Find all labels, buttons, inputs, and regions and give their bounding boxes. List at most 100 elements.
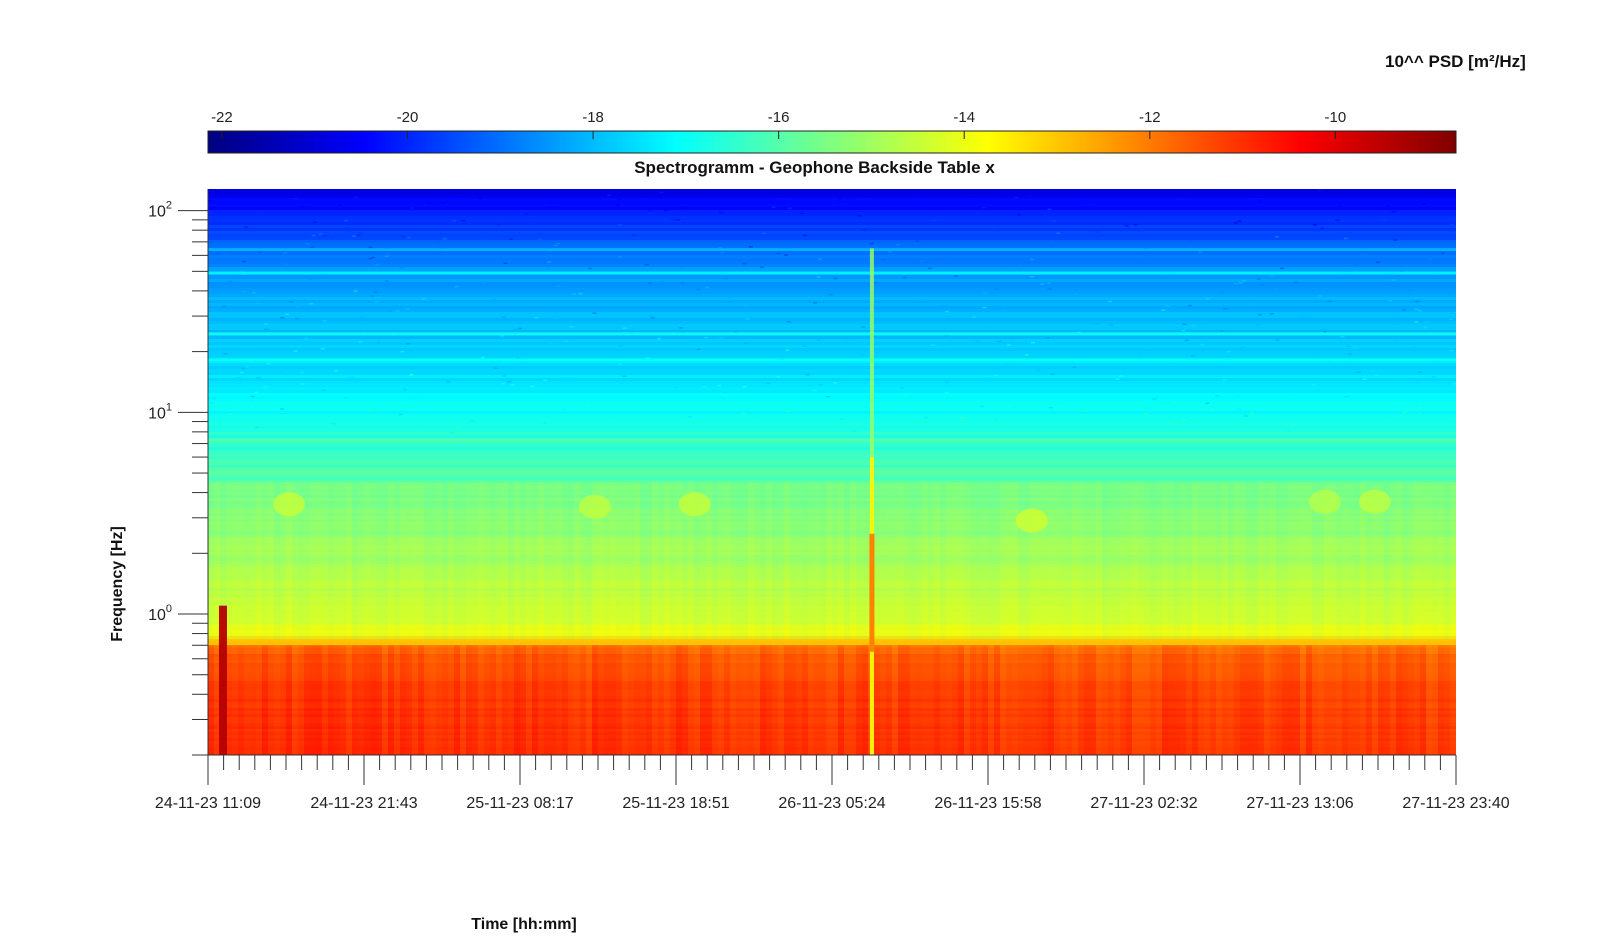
noise-speckle: [1285, 162, 1289, 164]
noise-speckle: [477, 197, 482, 199]
low-freq-column: [604, 645, 610, 755]
spectrogram-band: [208, 414, 1456, 418]
noise-speckle: [1414, 308, 1419, 311]
noise-speckle: [1274, 289, 1279, 291]
low-freq-column: [214, 645, 220, 755]
noise-speckle: [1238, 282, 1243, 284]
low-freq-column: [850, 645, 856, 755]
low-freq-column: [496, 645, 502, 755]
mid-freq-column: [280, 482, 286, 640]
low-freq-column: [1186, 645, 1192, 755]
spectrogram-band: [208, 594, 1456, 598]
noise-speckle: [1046, 9, 1050, 11]
spectrogram-band: [208, 300, 1456, 304]
noise-speckle: [914, 121, 918, 123]
noise-speckle: [761, 232, 766, 234]
mid-freq-column: [1150, 482, 1156, 640]
low-freq-column: [1222, 645, 1228, 755]
low-freq-column: [508, 645, 514, 755]
low-freq-column: [1306, 645, 1312, 755]
noise-speckle: [612, 111, 616, 113]
x-axis: 24-11-23 11:09 24-11-23 21:43 25-11-23 08:…: [155, 754, 1510, 812]
low-freq-column: [1228, 645, 1234, 755]
noise-speckle: [921, 88, 925, 90]
noise-speckle: [1351, 124, 1355, 126]
mid-freq-column: [1078, 482, 1084, 640]
noise-speckle: [1234, 394, 1239, 397]
noise-speckle: [1272, 172, 1276, 174]
noise-speckle: [1448, 318, 1453, 321]
low-freq-column: [736, 645, 742, 755]
noise-speckle: [556, 285, 561, 287]
noise-speckle: [1421, 203, 1426, 205]
noise-speckle: [1040, 283, 1045, 285]
noise-speckle: [1165, 305, 1170, 307]
noise-speckle: [981, 206, 986, 209]
low-freq-column: [772, 645, 778, 755]
mid-freq-column: [1330, 482, 1336, 640]
mid-freq-column: [1024, 482, 1030, 640]
event-burst: [218, 605, 227, 755]
noise-speckle: [927, 170, 931, 172]
spectrogram-band: [208, 558, 1456, 562]
noise-speckle: [1260, 284, 1265, 286]
noise-speckle: [734, 38, 738, 40]
x-tick-label: 27-11-23 23:40: [1402, 795, 1509, 812]
noise-speckle: [1064, 8, 1068, 10]
noise-speckle: [515, 356, 520, 359]
noise-speckle: [1106, 163, 1110, 165]
noise-speckle: [945, 310, 950, 313]
noise-speckle: [333, 370, 338, 372]
mid-freq-column: [1378, 482, 1384, 640]
noise-speckle: [802, 345, 807, 347]
noise-speckle: [256, 377, 261, 379]
spectrogram-band: [208, 225, 1456, 229]
noise-speckle: [352, 11, 356, 13]
noise-speckle: [1381, 219, 1386, 221]
noise-speckle: [862, 191, 867, 194]
noise-speckle: [1182, 323, 1187, 326]
noise-speckle: [412, 172, 416, 174]
noise-speckle: [805, 373, 810, 376]
low-freq-column: [1408, 645, 1414, 755]
noise-speckle: [924, 416, 929, 419]
spectrogram-band: [208, 459, 1456, 463]
noise-speckle: [1428, 258, 1433, 260]
low-freq-column: [580, 645, 586, 755]
noise-speckle: [632, 234, 637, 236]
noise-speckle: [413, 399, 418, 401]
mid-freq-column: [322, 482, 328, 640]
noise-speckle: [1191, 325, 1196, 327]
mid-freq-column: [682, 482, 688, 640]
noise-speckle: [616, 203, 621, 206]
noise-speckle: [1405, 342, 1410, 345]
noise-speckle: [860, 354, 865, 356]
noise-speckle: [1239, 22, 1243, 24]
mid-freq-column: [1324, 482, 1330, 640]
noise-speckle: [264, 328, 269, 331]
mid-freq-column: [928, 482, 934, 640]
noise-speckle: [647, 282, 652, 284]
noise-speckle: [1044, 69, 1048, 71]
noise-speckle: [375, 263, 380, 266]
mid-freq-column: [484, 482, 490, 640]
noise-speckle: [1172, 401, 1177, 404]
noise-speckle: [1404, 410, 1409, 412]
spectrogram-band: [208, 255, 1456, 259]
mid-freq-column: [592, 482, 598, 640]
noise-speckle: [1198, 251, 1203, 253]
noise-speckle: [1182, 196, 1187, 198]
spectrogram-band: [208, 276, 1456, 280]
noise-speckle: [322, 235, 327, 237]
noise-patch: [1358, 489, 1391, 514]
noise-speckle: [1214, 69, 1218, 71]
spectrogram-band: [208, 453, 1456, 457]
noise-speckle: [1455, 32, 1459, 34]
noise-speckle: [619, 199, 624, 202]
colorbar-tick-label: -22: [211, 109, 233, 126]
mid-freq-column: [1066, 482, 1072, 640]
noise-speckle: [1043, 47, 1047, 49]
noise-speckle: [941, 74, 945, 76]
noise-speckle: [486, 232, 491, 235]
noise-speckle: [430, 178, 434, 180]
